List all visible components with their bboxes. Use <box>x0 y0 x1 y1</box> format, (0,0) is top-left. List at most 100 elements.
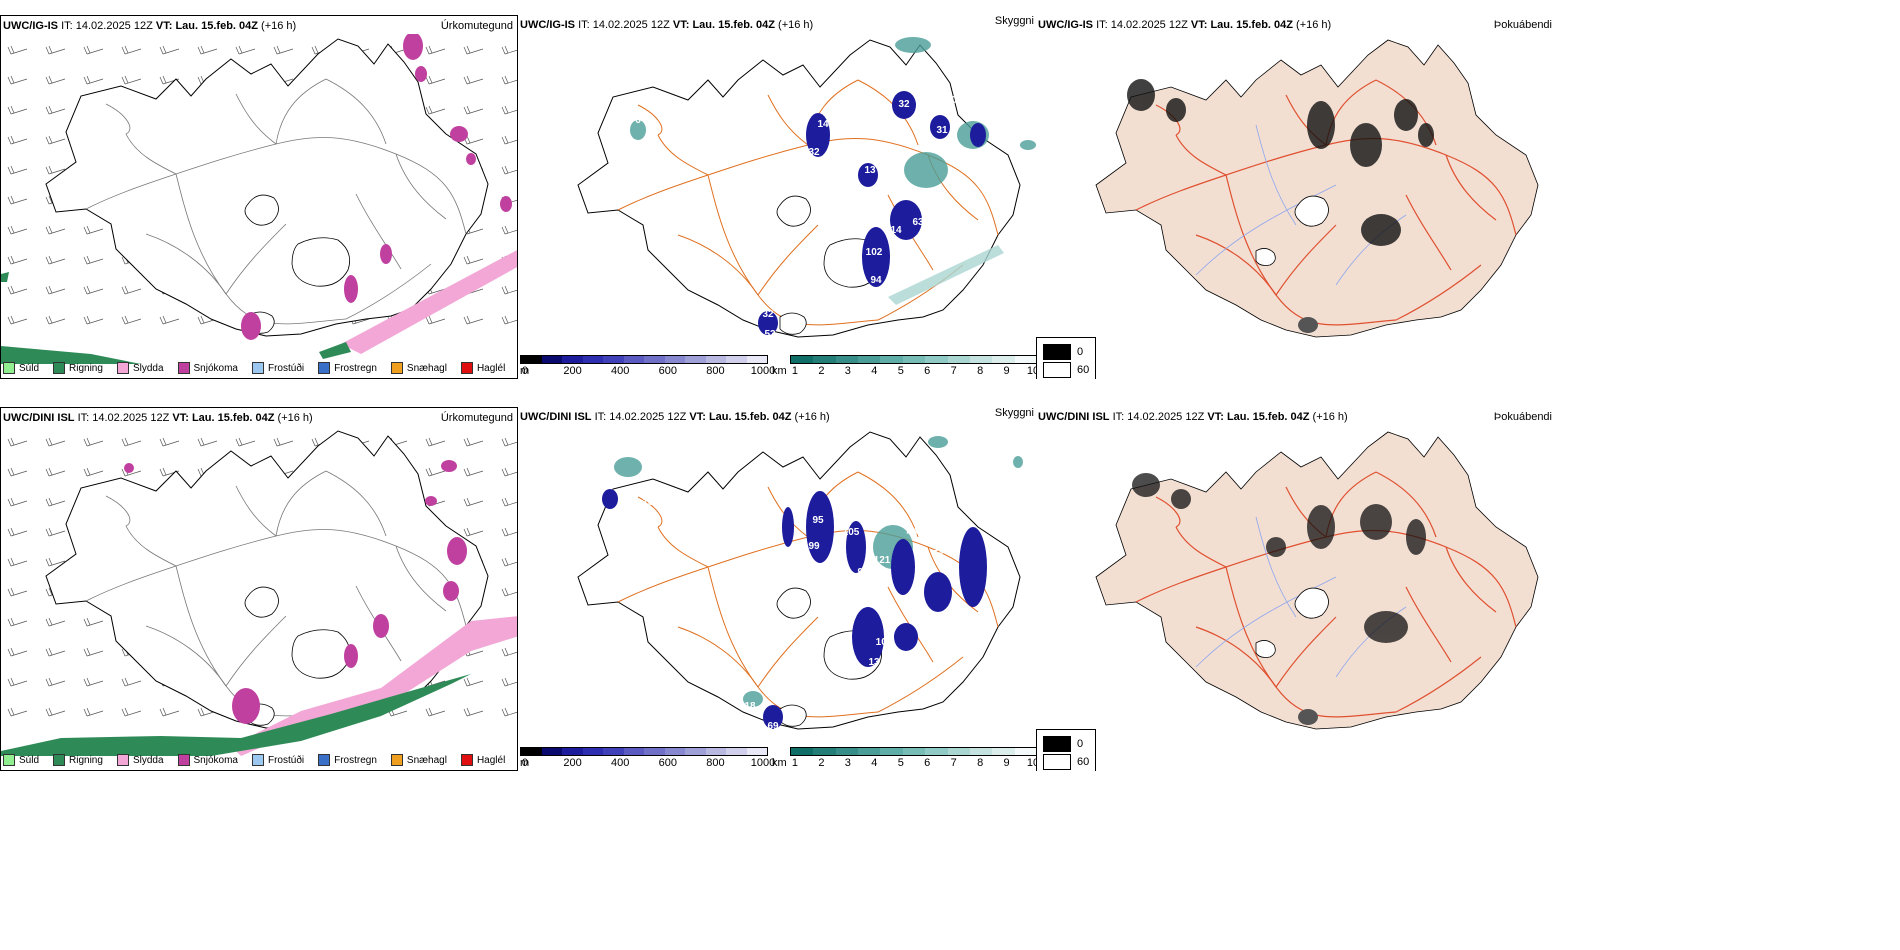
colorbar-step <box>813 748 836 755</box>
visibility-colorbar-ticks: 1 2 3 4 5 6 7 8 9 10 <box>790 757 1038 771</box>
wind-barb-icon <box>425 75 446 85</box>
cloud-base-areas <box>602 489 987 729</box>
colorbar-step <box>791 356 814 363</box>
legend-label: Haglél <box>476 754 506 766</box>
colorbar-tick-label: 7 <box>950 757 957 769</box>
colorbar-step <box>969 748 993 755</box>
fog-map <box>1095 431 1539 730</box>
wind-barb-icon <box>501 677 517 687</box>
iceland-land-fog <box>1095 39 1539 338</box>
height-unit: m <box>520 365 530 377</box>
wind-barb-icon <box>45 285 66 295</box>
panel-header: UWC/DINI ISL IT: 14.02.2025 12Z VT: Lau.… <box>1038 411 1348 423</box>
colorbar-step <box>992 748 1015 755</box>
visibility-unit: km <box>772 365 787 377</box>
height-colorbar-ticks: 0 200 400 600 800 1000 <box>520 365 775 379</box>
wind-barb-icon <box>45 557 66 567</box>
cloud-base-value: 18 <box>744 701 756 712</box>
colorbar-tick-label: 600 <box>658 365 677 377</box>
wind-barb-icon <box>159 315 180 325</box>
variable-title: Úrkomutegund <box>440 20 513 32</box>
colorbar-step <box>1014 748 1037 755</box>
wind-barb-icon <box>425 467 446 477</box>
wind-barb-icon <box>501 467 517 477</box>
fog-map <box>1095 39 1539 338</box>
wind-barb-icon <box>501 315 517 325</box>
wind-barb-icon <box>121 45 142 55</box>
wind-barb-icon <box>83 677 104 687</box>
legend-item: Snæhagl <box>390 362 447 374</box>
model-name: UWC/IG-IS <box>1038 19 1093 31</box>
legend-label: Súld <box>19 754 40 766</box>
vt-value: Lau. 15.feb. 04Z <box>708 411 792 423</box>
wind-barb-icon <box>425 105 446 115</box>
precip-panel-top: UWC/IG-IS IT: 14.02.2025 12Z VT: Lau. 15… <box>0 15 518 379</box>
wind-barb-icon <box>7 135 28 145</box>
wind-barb-icon <box>7 497 28 507</box>
panel-header: UWC/IG-IS IT: 14.02.2025 12Z VT: Lau. 15… <box>1038 19 1331 31</box>
panel-header: UWC/DINI ISL IT: 14.02.2025 12Z VT: Lau.… <box>3 412 313 424</box>
colorbar-step <box>813 356 836 363</box>
wind-barb-icon <box>83 707 104 717</box>
wind-barb-icon <box>45 225 66 235</box>
glacier-outline <box>291 237 351 287</box>
lead-time: (+16 h) <box>277 412 313 424</box>
cloud-base-value: 107 <box>876 637 893 648</box>
legend-label: Frostregn <box>334 362 377 374</box>
legend-item: Súld <box>3 754 39 766</box>
variable-title: Þokuábendi <box>1493 19 1552 31</box>
lead-time: (+16 h) <box>778 19 814 31</box>
fog-patches <box>1127 79 1434 246</box>
cloud-base-value: 54 <box>932 549 944 560</box>
wind-barb-icon <box>7 557 28 567</box>
wind-barb-icon <box>7 105 28 115</box>
vt-value: Lau. 15.feb. 04Z <box>1226 411 1310 423</box>
legend-item: Snjókoma <box>177 754 238 766</box>
legend-swatch <box>3 754 15 766</box>
wind-barb-icon <box>121 75 142 85</box>
model-name: UWC/DINI ISL <box>1038 411 1110 423</box>
colorbar-tick-label: 5 <box>897 365 904 377</box>
legend-swatch <box>460 754 473 766</box>
legend-label: Rigning <box>69 362 103 374</box>
it-label: IT: <box>578 19 590 31</box>
colorbar-tick-label: 8 <box>977 757 984 769</box>
wind-barb-icon <box>7 255 28 265</box>
colorbar-step <box>521 356 542 363</box>
colorbar-tick-label: 9 <box>1003 365 1010 377</box>
height-colorbar: 0 200 400 600 800 1000 m <box>520 747 775 771</box>
legend-label: Snjókoma <box>193 362 238 374</box>
panel-header: UWC/IG-IS IT: 14.02.2025 12Z VT: Lau. 15… <box>3 20 296 32</box>
wind-barb-icon <box>463 527 484 537</box>
legend-item: Súld <box>3 362 39 374</box>
wind-barb-icon <box>463 45 484 55</box>
colorbar-tick-label: 9 <box>1003 757 1010 769</box>
wind-barb-icon <box>7 225 28 235</box>
precip-type-legend: Súld Rigning Slydda Snjókoma Frostúði Frostre… <box>3 754 505 766</box>
colorbar-step <box>541 748 562 755</box>
legend-swatch <box>318 754 331 766</box>
fog-legend: 0 60 <box>1036 337 1097 379</box>
height-colorbar: 0 200 400 600 800 1000 m <box>520 355 775 379</box>
wind-barb-icon <box>83 315 104 325</box>
cloud-base-value: 95 <box>812 515 824 526</box>
wind-barb-icon <box>197 437 218 447</box>
legend-swatch <box>177 362 190 374</box>
cloud-base-value: 105 <box>843 527 860 538</box>
variable-title: Úrkomutegund <box>440 412 513 424</box>
wind-barb-icon <box>83 75 104 85</box>
wind-barb-icon <box>7 165 28 175</box>
cloud-base-value: 49 <box>972 617 984 628</box>
wind-barb-icon <box>235 45 256 55</box>
variable-title: Skyggni <box>994 15 1034 27</box>
legend-swatch <box>251 754 264 766</box>
legend-item: Snæhagl <box>390 754 447 766</box>
wind-barb-icon <box>235 437 256 447</box>
colorbar-step <box>562 356 583 363</box>
fog-legend-swatch <box>1043 344 1071 360</box>
cloud-base-value: 97 <box>842 591 854 602</box>
wind-barb-icon <box>159 707 180 717</box>
cloud-map: 32 18 16 69 207 95 99 105 44 121 54 95 97 80 107 13 160 1… <box>577 431 1023 732</box>
wind-barb-icon <box>7 195 28 205</box>
cloud-base-value: 63 <box>912 217 924 228</box>
